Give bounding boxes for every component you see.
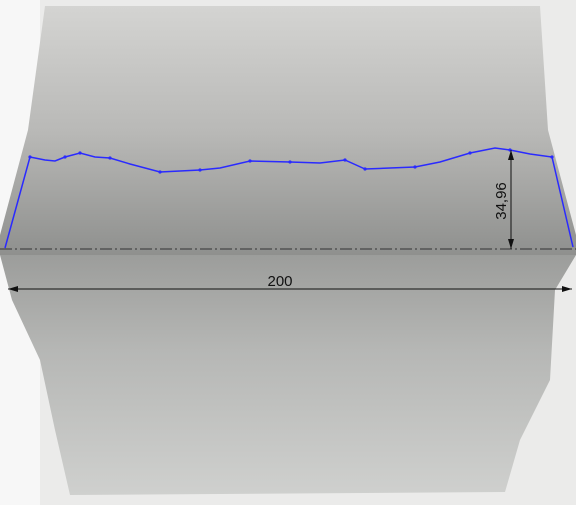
arrow	[508, 150, 514, 160]
block-top	[0, 6, 576, 255]
spline-points	[28, 148, 554, 174]
arrow	[508, 239, 514, 249]
arrow	[562, 286, 572, 292]
arrow	[8, 286, 18, 292]
height-dimension: 34,96	[493, 182, 510, 220]
width-dimension: 200	[267, 273, 292, 290]
block-bottom	[0, 255, 576, 495]
sketch-spline	[4, 147, 574, 249]
